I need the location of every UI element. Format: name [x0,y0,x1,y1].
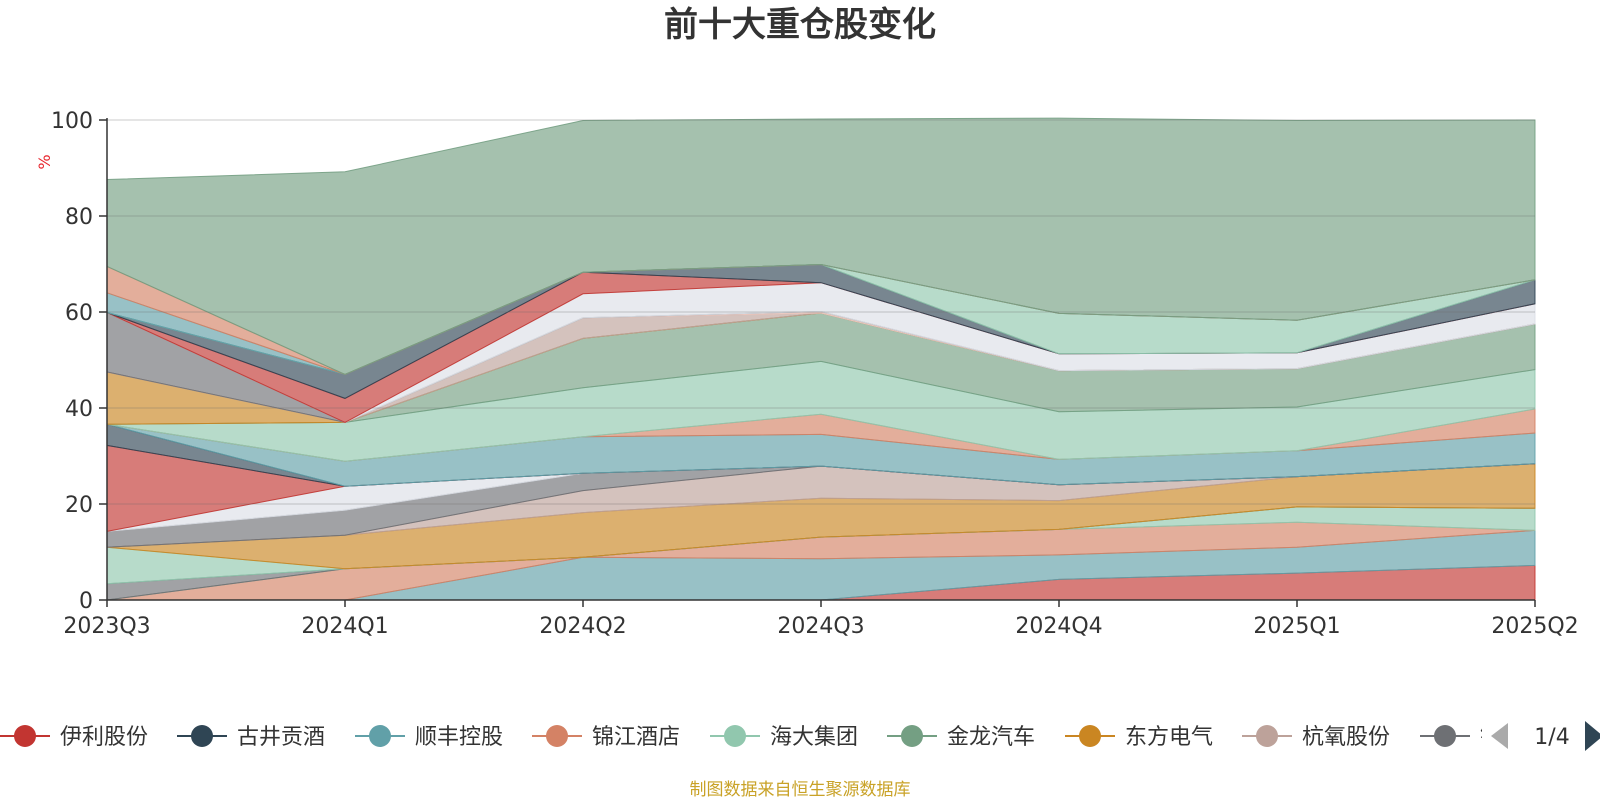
legend-label-6: 东方电气 [1125,725,1213,750]
legend-item-6[interactable]: 东方电气 [1065,725,1213,750]
x-tick-label-2: 2024Q2 [539,614,626,639]
chart-title: 前十大重仓股变化 [664,5,936,45]
x-tick-label-1: 2024Q1 [301,614,388,639]
x-tick-label-4: 2024Q4 [1015,614,1102,639]
legend-item-3[interactable]: 锦江酒店 [532,725,680,750]
y-axis-unit: % [35,154,54,169]
y-tick-label-1: 20 [65,493,93,518]
legend-label-8: 锦 [1480,725,1502,750]
legend-label-4: 海大集团 [770,725,858,750]
y-tick-label-2: 40 [65,397,93,422]
legend-prev-page-icon[interactable] [1491,723,1508,749]
legend[interactable]: 伊利股份 古井贡酒 顺丰控股 锦江酒店 海大集团 金龙汽车 东方电气 杭氧股份 锦 1/4 [0,721,1600,751]
x-tick-label-0: 2023Q3 [63,614,150,639]
legend-marker-2 [369,725,391,747]
area-bands [106,117,1536,601]
x-tick-label-3: 2024Q3 [777,614,864,639]
legend-marker-6 [1079,725,1101,747]
legend-label-0: 伊利股份 [60,725,148,750]
area-band-26 [106,117,1536,375]
legend-marker-0 [14,725,36,747]
legend-page-indicator: 1/4 [1534,725,1569,750]
legend-item-4[interactable]: 海大集团 [710,725,858,750]
legend-label-7: 杭氧股份 [1302,725,1390,750]
y-tick-label-0: 0 [79,589,93,614]
source-note: 制图数据来自恒生聚源数据库 [690,780,911,800]
x-tick-label-5: 2025Q1 [1253,614,1340,639]
legend-label-1: 古井贡酒 [237,725,325,750]
y-tick-label-3: 60 [65,301,93,326]
legend-item-2[interactable]: 顺丰控股 [355,725,503,750]
x-tick-label-6: 2025Q2 [1491,614,1578,639]
grid-lines [107,119,1535,505]
y-tick-label-5: 100 [51,109,93,134]
legend-items: 伊利股份 古井贡酒 顺丰控股 锦江酒店 海大集团 金龙汽车 东方电气 杭氧股份 锦 [0,725,1502,750]
legend-label-5: 金龙汽车 [947,725,1035,750]
legend-item-5[interactable]: 金龙汽车 [887,725,1035,750]
legend-item-8[interactable]: 锦 [1420,725,1502,750]
legend-item-7[interactable]: 杭氧股份 [1242,725,1390,750]
legend-next-page-icon[interactable] [1585,721,1600,751]
axes: 0 20 40 60 80 100 2023Q3 2024Q1 2024Q2 2024Q3 2024… [51,109,1579,639]
legend-marker-4 [724,725,746,747]
legend-marker-7 [1256,725,1278,747]
legend-marker-1 [191,725,213,747]
legend-marker-3 [546,725,568,747]
legend-marker-8 [1434,725,1456,747]
legend-label-3: 锦江酒店 [592,725,680,750]
legend-item-0[interactable]: 伊利股份 [0,725,148,750]
y-tick-label-4: 80 [65,205,93,230]
legend-marker-5 [901,725,923,747]
legend-label-2: 顺丰控股 [415,725,503,750]
legend-item-1[interactable]: 古井贡酒 [177,725,325,750]
